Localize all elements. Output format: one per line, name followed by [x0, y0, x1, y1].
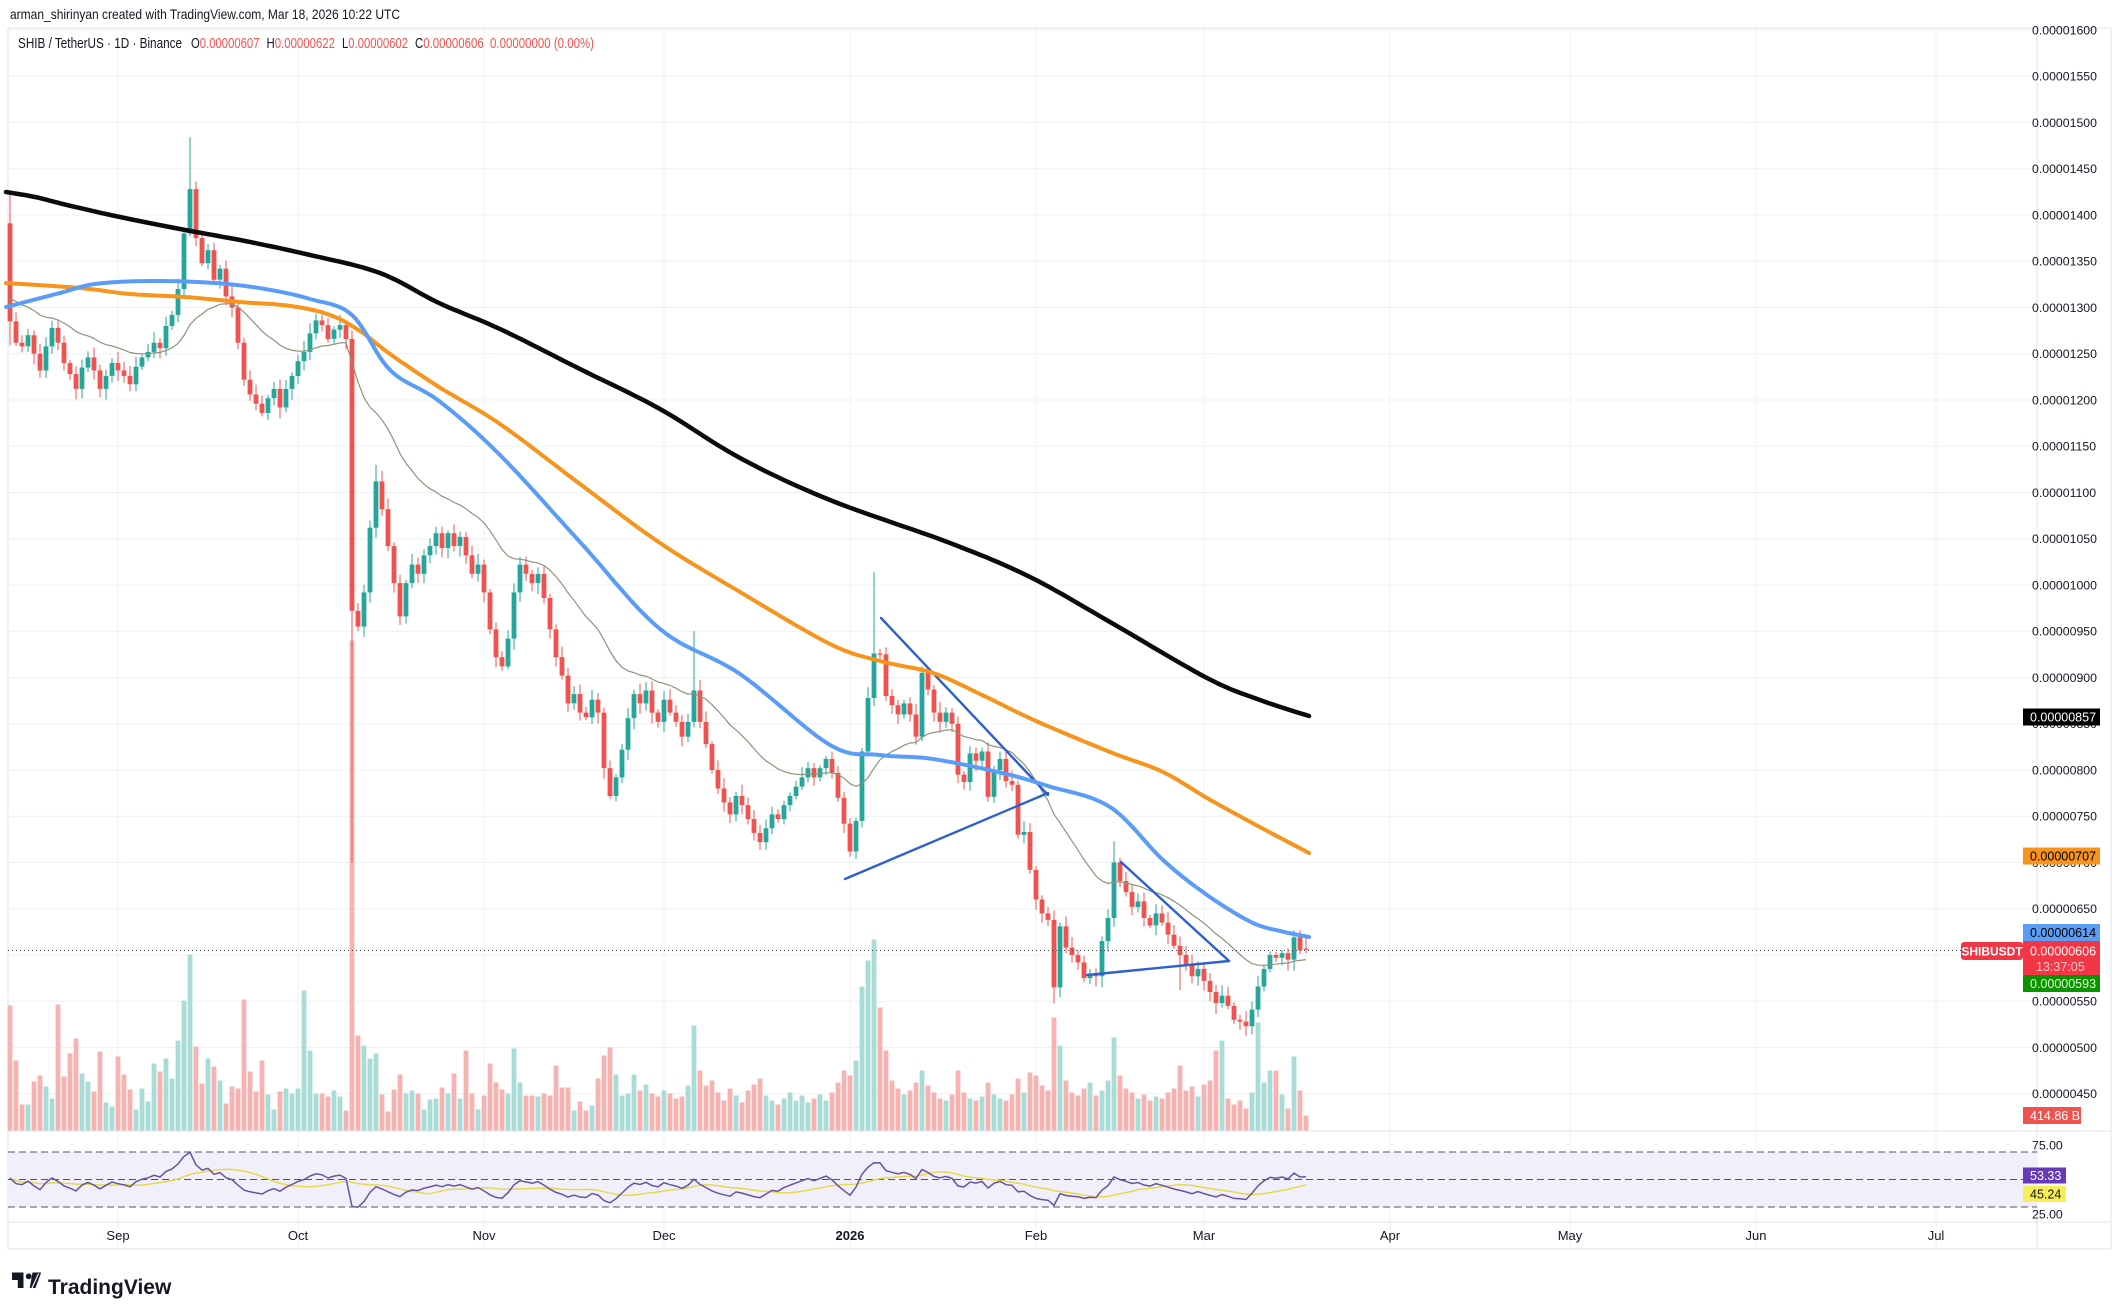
- svg-text:0.00001300: 0.00001300: [2032, 301, 2097, 315]
- svg-text:0.00001100: 0.00001100: [2032, 486, 2096, 500]
- svg-text:0.00001550: 0.00001550: [2032, 70, 2097, 84]
- svg-text:arman_shirinyan created with T: arman_shirinyan created with TradingView…: [10, 6, 400, 22]
- svg-text:0.00000000 (0.00%): 0.00000000 (0.00%): [490, 36, 594, 52]
- svg-text:0.00001350: 0.00001350: [2032, 255, 2097, 269]
- svg-text:414.86 B: 414.86 B: [2030, 1109, 2080, 1123]
- svg-text:Jul: Jul: [1928, 1228, 1945, 1243]
- svg-text:Apr: Apr: [1380, 1228, 1401, 1243]
- svg-text:Jun: Jun: [1746, 1228, 1767, 1243]
- svg-text:0.00000750: 0.00000750: [2032, 810, 2097, 824]
- svg-text:75.00: 75.00: [2032, 1138, 2063, 1152]
- svg-text:0.00000950: 0.00000950: [2032, 625, 2097, 639]
- svg-text:45.24: 45.24: [2030, 1187, 2061, 1201]
- svg-text:SHIBUSDT: SHIBUSDT: [1961, 945, 2023, 959]
- svg-text:0.00000614: 0.00000614: [2030, 926, 2096, 940]
- svg-text:L0.00000602: L0.00000602: [342, 36, 408, 52]
- svg-text:0.00001150: 0.00001150: [2032, 440, 2096, 454]
- svg-text:2026: 2026: [836, 1228, 865, 1243]
- svg-text:Feb: Feb: [1025, 1228, 1047, 1243]
- svg-text:0.00000650: 0.00000650: [2032, 902, 2097, 916]
- svg-text:13:37:05: 13:37:05: [2036, 960, 2085, 974]
- svg-text:Oct: Oct: [288, 1228, 309, 1243]
- svg-text:0.00001050: 0.00001050: [2032, 532, 2097, 546]
- svg-text:0.00000550: 0.00000550: [2032, 995, 2097, 1009]
- svg-text:H0.00000622: H0.00000622: [267, 36, 336, 52]
- svg-text:Nov: Nov: [472, 1228, 496, 1243]
- svg-text:0.00001200: 0.00001200: [2032, 393, 2097, 407]
- svg-text:O0.00000607: O0.00000607: [191, 36, 260, 52]
- svg-text:Dec: Dec: [652, 1228, 676, 1243]
- svg-text:0.00001600: 0.00001600: [2032, 23, 2097, 37]
- svg-text:0.00000900: 0.00000900: [2032, 671, 2097, 685]
- svg-text:25.00: 25.00: [2032, 1207, 2063, 1221]
- svg-text:Mar: Mar: [1193, 1228, 1216, 1243]
- svg-text:0.00000707: 0.00000707: [2030, 849, 2096, 863]
- svg-text:Sep: Sep: [106, 1228, 129, 1243]
- svg-text:0.00000500: 0.00000500: [2032, 1041, 2097, 1055]
- svg-text:0.00000800: 0.00000800: [2032, 763, 2097, 777]
- svg-text:0.00001400: 0.00001400: [2032, 208, 2097, 222]
- svg-text:0.00001250: 0.00001250: [2032, 347, 2097, 361]
- svg-text:53.33: 53.33: [2030, 1169, 2061, 1183]
- svg-text:0.00001450: 0.00001450: [2032, 162, 2097, 176]
- svg-text:C0.00000606: C0.00000606: [415, 36, 484, 52]
- svg-text:0.00001000: 0.00001000: [2032, 578, 2097, 592]
- svg-text:0.00000593: 0.00000593: [2030, 977, 2096, 991]
- svg-text:TradingView: TradingView: [48, 1276, 172, 1299]
- svg-text:0.00001500: 0.00001500: [2032, 116, 2097, 130]
- svg-text:0.00000857: 0.00000857: [2030, 710, 2096, 724]
- svg-text:0.00000606: 0.00000606: [2030, 945, 2096, 959]
- svg-text:May: May: [1558, 1228, 1583, 1243]
- svg-text:0.00000450: 0.00000450: [2032, 1087, 2097, 1101]
- svg-text:SHIB / TetherUS · 1D · Binance: SHIB / TetherUS · 1D · Binance: [18, 36, 182, 52]
